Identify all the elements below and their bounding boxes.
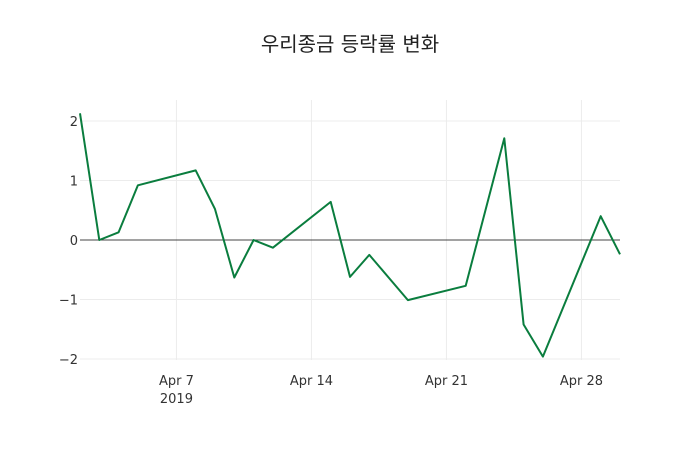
series-line <box>79 113 621 358</box>
y-tick-label: 1 <box>70 175 78 190</box>
gridlines <box>80 100 620 360</box>
x-tick-label: Apr 14 <box>290 374 333 389</box>
x-axis-ticks: Apr 7 2019 Apr 14 Apr 21 Apr 28 <box>159 374 603 407</box>
y-tick-label: −2 <box>59 353 78 368</box>
chart-title: 우리종금 등락률 변화 <box>260 32 440 56</box>
x-tick-year-label: 2019 <box>160 392 193 407</box>
y-tick-label: 0 <box>70 234 78 249</box>
x-tick-label: Apr 28 <box>560 374 603 389</box>
y-tick-label: −1 <box>59 294 78 309</box>
x-tick-label: Apr 21 <box>425 374 468 389</box>
y-axis-ticks: 2 1 0 −1 −2 <box>59 115 78 368</box>
y-tick-label: 2 <box>70 115 78 130</box>
x-tick-label: Apr 7 <box>159 374 194 389</box>
